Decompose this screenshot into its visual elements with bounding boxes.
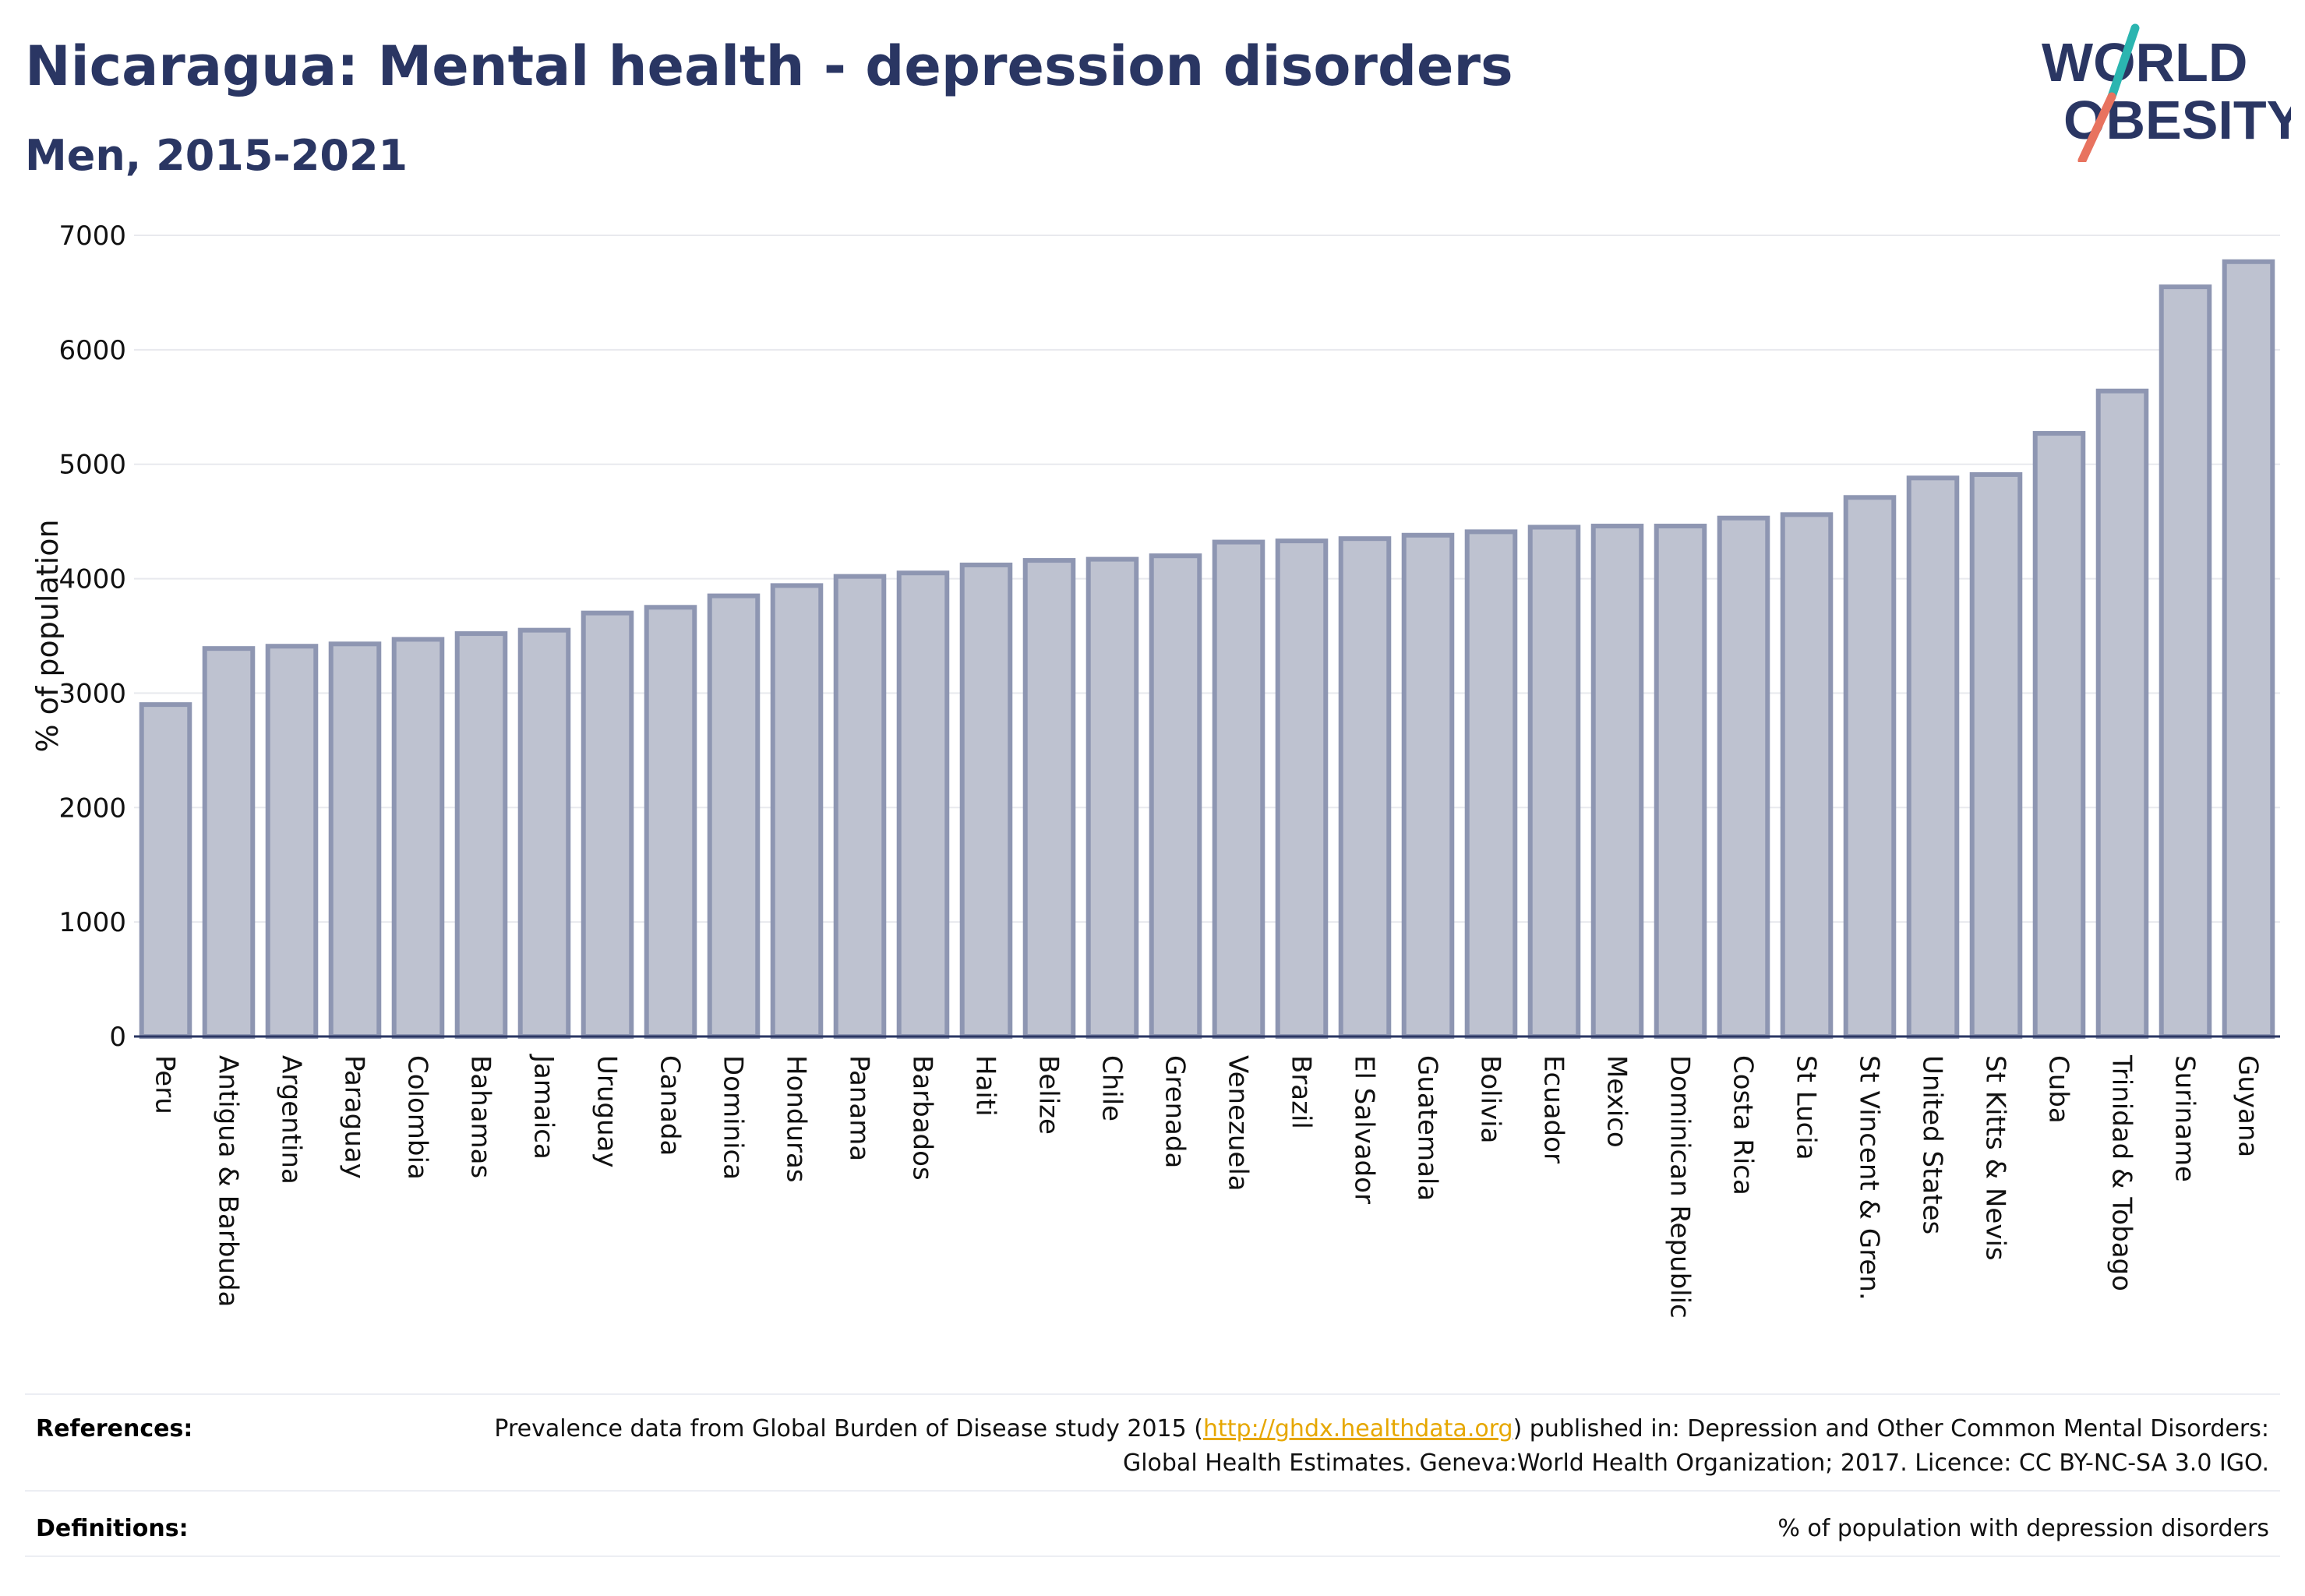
bar xyxy=(1717,515,1770,1039)
x-tick-label: Chile xyxy=(1096,1055,1128,1121)
x-tick-label: Antigua & Barbuda xyxy=(213,1055,244,1307)
bar xyxy=(328,641,382,1040)
bar xyxy=(1969,471,2023,1039)
logo-word-world: WORLD xyxy=(2042,32,2247,93)
references-link[interactable]: http://ghdx.healthdata.org xyxy=(1202,1415,1513,1442)
x-tick-label: Paraguay xyxy=(339,1055,370,1179)
x-tick-label: Uruguay xyxy=(591,1055,623,1168)
logo-slash-coral xyxy=(2077,92,2116,162)
bar xyxy=(1149,553,1202,1039)
x-tick-label: Argentina xyxy=(276,1055,307,1185)
bar xyxy=(1843,495,1897,1039)
bar xyxy=(202,646,256,1039)
bar xyxy=(581,610,634,1039)
bar xyxy=(2032,431,2086,1039)
y-tick-label: 0 xyxy=(109,1022,126,1053)
y-tick-label: 4000 xyxy=(58,564,126,595)
bar xyxy=(1401,532,1455,1039)
bar xyxy=(517,627,571,1039)
bar xyxy=(139,702,192,1039)
definitions-label: Definitions: xyxy=(36,1515,189,1542)
bar xyxy=(1212,539,1265,1039)
y-tick-label: 5000 xyxy=(58,450,126,481)
y-tick-label: 7000 xyxy=(58,221,126,252)
x-tick-label: Belize xyxy=(1033,1055,1064,1135)
y-axis-title: % of population xyxy=(30,519,65,752)
logo-slash-teal xyxy=(2107,23,2140,101)
bar xyxy=(1085,556,1139,1039)
x-tick-label: Jamaica xyxy=(528,1054,559,1160)
x-tick-label: Barbados xyxy=(907,1055,938,1181)
x-tick-label: Ecuador xyxy=(1538,1055,1569,1163)
page-subtitle: Men, 2015-2021 xyxy=(25,131,408,180)
x-tick-label: St Lucia xyxy=(1791,1055,1822,1160)
bar xyxy=(833,574,887,1039)
references-text-post: ) published in: Depression and Other Com… xyxy=(1122,1415,2269,1477)
y-tick-label: 6000 xyxy=(58,335,126,366)
x-tick-label: Peru xyxy=(150,1055,181,1114)
y-tick-label: 2000 xyxy=(58,793,126,824)
x-tick-label: Guyana xyxy=(2233,1055,2264,1157)
bar xyxy=(2222,259,2275,1039)
bar xyxy=(1654,524,1707,1039)
bar xyxy=(644,605,697,1039)
references-label: References: xyxy=(36,1415,193,1442)
bar xyxy=(1022,558,1076,1039)
bar xyxy=(265,644,319,1040)
x-tick-label: Mexico xyxy=(1601,1055,1633,1148)
footer-divider-middle xyxy=(25,1490,2280,1492)
definitions-text: % of population with depression disorder… xyxy=(1777,1515,2269,1542)
x-tick-label: Colombia xyxy=(402,1055,433,1180)
bar xyxy=(1464,529,1518,1039)
bar xyxy=(707,593,761,1039)
x-tick-label: Trinidad & Tobago xyxy=(2106,1054,2137,1291)
bar xyxy=(1906,475,1960,1039)
bar xyxy=(2095,388,2149,1039)
page-title: Nicaragua: Mental health - depression di… xyxy=(25,34,1513,98)
x-tick-label: Dominican Republic xyxy=(1664,1055,1696,1319)
x-tick-label: Guatemala xyxy=(1412,1055,1443,1201)
y-tick-label: 3000 xyxy=(58,678,126,709)
bar xyxy=(959,562,1013,1039)
bar xyxy=(770,583,824,1039)
world-obesity-logo: WORLD OBESITY xyxy=(2042,23,2291,162)
y-tick-label: 1000 xyxy=(58,907,126,938)
footer-divider-bottom xyxy=(25,1555,2280,1557)
bar xyxy=(391,637,445,1039)
bar-chart: 0 1000 2000 3000 4000 5000 6000 7000 % of popula… xyxy=(30,221,2280,1319)
x-tick-label: Suriname xyxy=(2169,1055,2201,1182)
bar xyxy=(1527,524,1581,1039)
x-tick-label: Bahamas xyxy=(465,1055,496,1178)
x-tick-label: Grenada xyxy=(1160,1055,1191,1168)
x-tick-label: Brazil xyxy=(1286,1055,1317,1129)
x-tick-label: Cuba xyxy=(2043,1055,2074,1124)
x-tick-label: St Vincent & Gren. xyxy=(1854,1055,1885,1301)
x-tick-label: Panama xyxy=(844,1055,875,1161)
x-tick-label: St Kitts & Nevis xyxy=(1980,1055,2011,1261)
bar xyxy=(454,631,508,1039)
x-tick-label: Bolivia xyxy=(1475,1055,1506,1143)
x-tick-label: Venezuela xyxy=(1223,1055,1254,1192)
x-tick-label: Dominica xyxy=(718,1055,749,1180)
x-tick-label: Canada xyxy=(655,1055,686,1156)
bar xyxy=(1780,512,1834,1039)
x-tick-label: El Salvador xyxy=(1349,1055,1380,1204)
x-tick-label: Honduras xyxy=(781,1055,812,1183)
bar xyxy=(1590,524,1644,1039)
references-text: Prevalence data from Global Burden of Di… xyxy=(477,1412,2269,1481)
x-tick-label: United States xyxy=(1917,1055,1948,1234)
bar xyxy=(1338,536,1392,1039)
bar xyxy=(896,570,950,1039)
bar xyxy=(2159,284,2212,1040)
references-text-pre: Prevalence data from Global Burden of Di… xyxy=(494,1415,1203,1442)
footer-divider-top xyxy=(25,1393,2280,1395)
bar xyxy=(1275,538,1329,1039)
x-tick-label: Haiti xyxy=(970,1055,1001,1117)
x-tick-label: Costa Rica xyxy=(1728,1055,1759,1195)
